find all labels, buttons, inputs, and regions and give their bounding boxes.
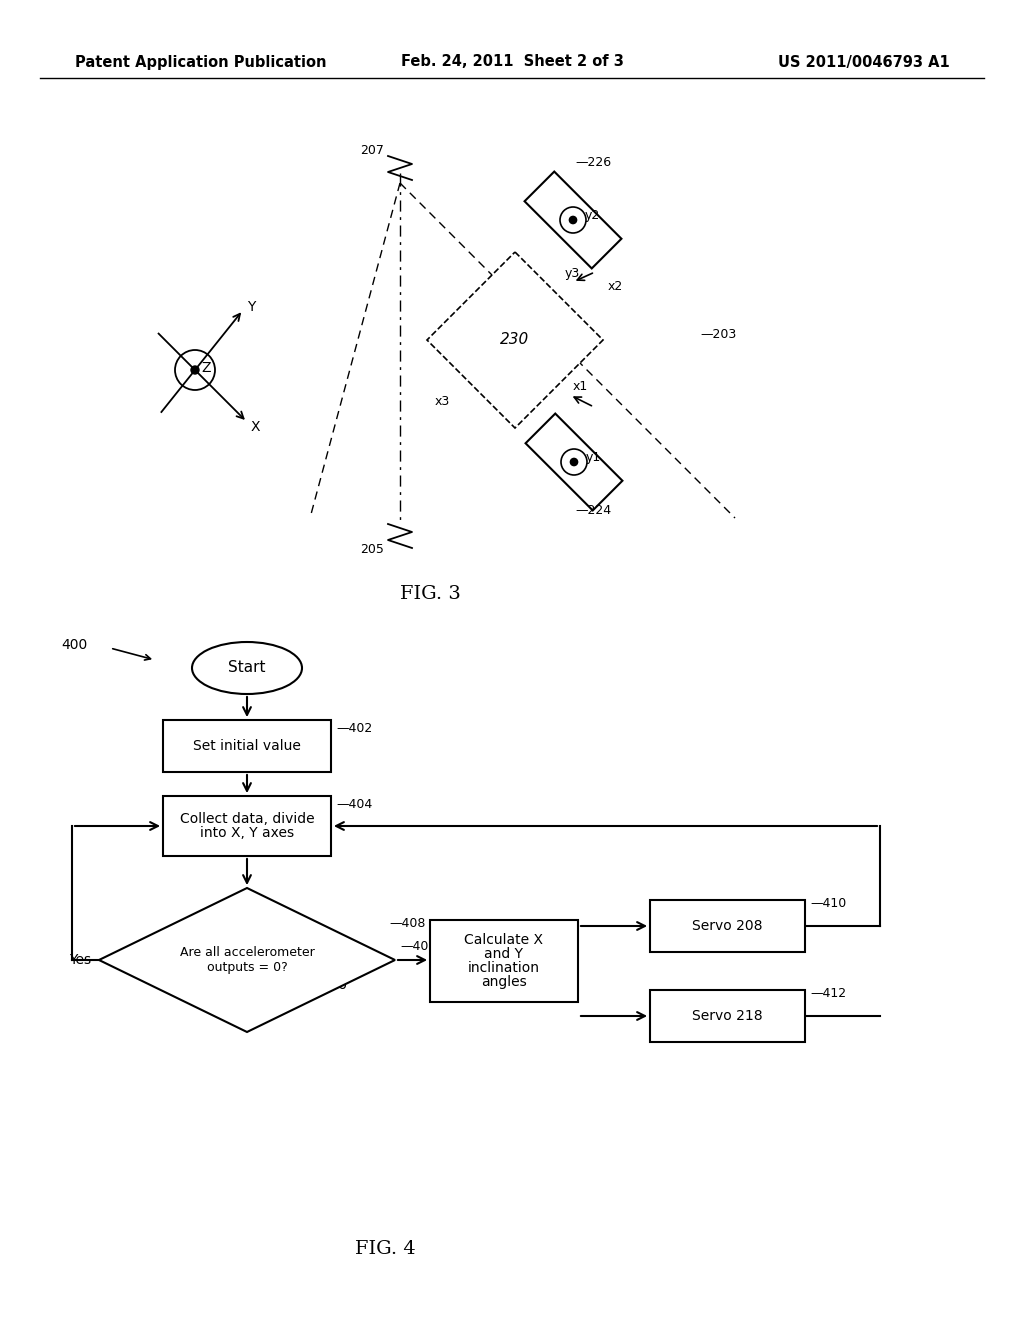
FancyBboxPatch shape — [430, 920, 578, 1002]
Text: US 2011/0046793 A1: US 2011/0046793 A1 — [778, 54, 950, 70]
Polygon shape — [525, 413, 623, 511]
Text: Calculate X: Calculate X — [465, 933, 544, 946]
Text: Servo 218: Servo 218 — [692, 1008, 763, 1023]
Text: Start: Start — [228, 660, 266, 676]
Text: Feb. 24, 2011  Sheet 2 of 3: Feb. 24, 2011 Sheet 2 of 3 — [400, 54, 624, 70]
Text: —404: —404 — [336, 799, 373, 810]
Text: Collect data, divide: Collect data, divide — [179, 812, 314, 826]
Text: x3: x3 — [435, 395, 450, 408]
FancyBboxPatch shape — [163, 719, 331, 772]
FancyBboxPatch shape — [163, 796, 331, 855]
Text: —224: —224 — [575, 503, 611, 516]
Text: No: No — [329, 978, 347, 993]
Text: Set initial value: Set initial value — [194, 739, 301, 752]
Text: inclination: inclination — [468, 961, 540, 975]
Text: —203: —203 — [700, 329, 736, 342]
Text: —408: —408 — [389, 917, 426, 931]
Text: Y: Y — [247, 300, 255, 314]
FancyBboxPatch shape — [650, 900, 805, 952]
Text: —226: —226 — [575, 156, 611, 169]
Polygon shape — [524, 172, 622, 268]
Text: Patent Application Publication: Patent Application Publication — [75, 54, 327, 70]
Text: 207: 207 — [360, 144, 384, 157]
FancyBboxPatch shape — [650, 990, 805, 1041]
Text: angles: angles — [481, 975, 527, 989]
Text: and Y: and Y — [484, 946, 523, 961]
Text: FIG. 4: FIG. 4 — [354, 1239, 416, 1258]
Ellipse shape — [193, 642, 302, 694]
Text: Yes: Yes — [69, 953, 91, 968]
Text: Are all accelerometer: Are all accelerometer — [179, 946, 314, 960]
Text: 400: 400 — [61, 638, 88, 652]
Text: x2: x2 — [608, 280, 624, 293]
Text: y1: y1 — [586, 451, 601, 465]
Text: FIG. 3: FIG. 3 — [399, 585, 461, 603]
Text: —410: —410 — [810, 898, 846, 909]
Text: —402: —402 — [336, 722, 373, 735]
Text: Z: Z — [201, 360, 211, 375]
Polygon shape — [99, 888, 395, 1032]
Text: 230: 230 — [501, 333, 529, 347]
Text: y2: y2 — [585, 210, 600, 223]
Text: y3: y3 — [565, 267, 581, 280]
Text: —412: —412 — [810, 987, 846, 1001]
Text: —406: —406 — [400, 940, 436, 953]
Text: Servo 208: Servo 208 — [692, 919, 763, 933]
Text: into X, Y axes: into X, Y axes — [200, 826, 294, 840]
Text: X: X — [251, 420, 260, 434]
Circle shape — [191, 366, 199, 374]
Circle shape — [570, 458, 578, 466]
Circle shape — [569, 216, 577, 223]
Text: outputs = 0?: outputs = 0? — [207, 961, 288, 974]
Text: x1: x1 — [573, 380, 588, 393]
Polygon shape — [427, 252, 603, 428]
Text: 205: 205 — [360, 543, 384, 556]
